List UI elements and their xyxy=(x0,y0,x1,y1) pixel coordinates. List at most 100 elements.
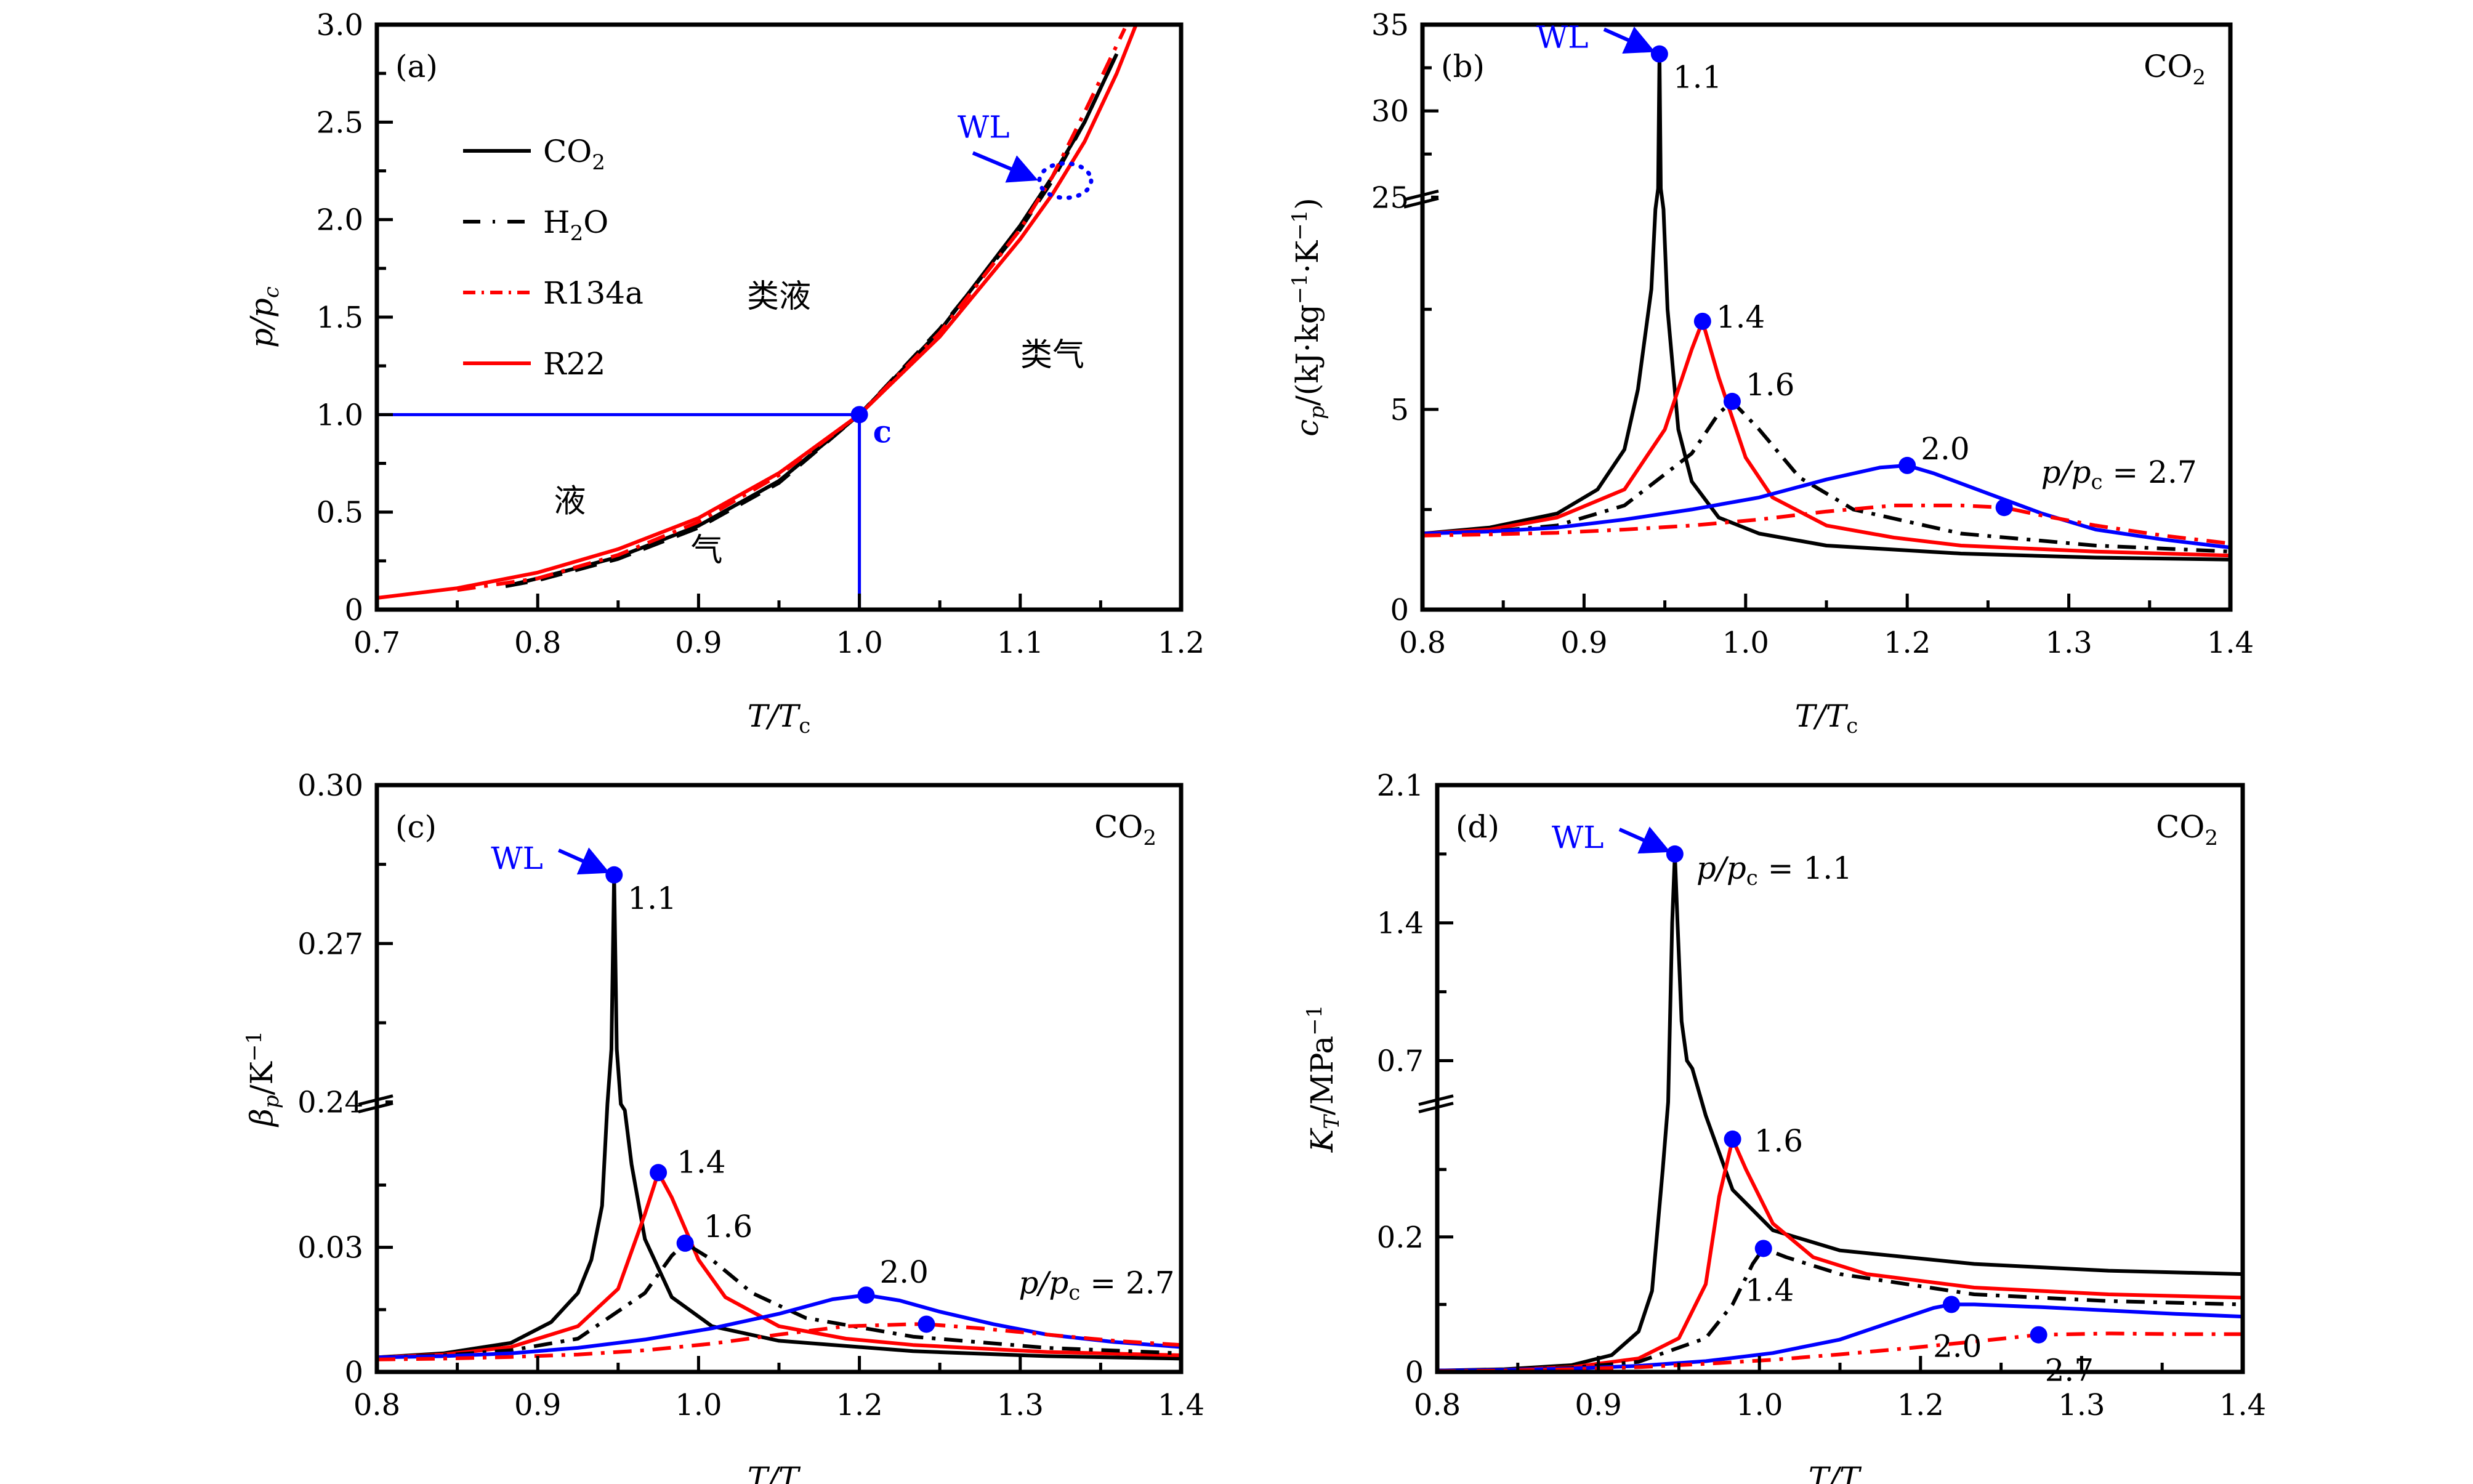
peak-label: 1.4 xyxy=(1745,1272,1794,1308)
y-axis-title-part: −1 xyxy=(1288,273,1312,304)
fluid-label-main: CO xyxy=(2156,809,2205,845)
x-tick-label: 1.0 xyxy=(675,1388,722,1422)
series-line-p-pc-2-0 xyxy=(1422,463,2230,550)
y-axis-title-part: /K xyxy=(244,1060,280,1095)
y-tick-label: 0 xyxy=(344,1355,363,1390)
panel-d-peak-markers: p/pc = 1.1 1.6 1.4 2.0 2.7 WL xyxy=(1552,820,2094,1389)
peak-label-p: p/p xyxy=(2041,454,2091,490)
panel-d-label: (d) xyxy=(1456,809,1499,845)
x-tick-label: 0.8 xyxy=(1399,626,1446,660)
panel-d-compressibility: 0.8 0.9 1.0 1.2 1.3 1.400.20.71.42.1 (d) CO2 … xyxy=(1302,768,2266,1484)
panel-a-phase-diagram: c 0.7 0.8 0.9 1.0 1.1 1.200.51.01.52.02.53.0 … xyxy=(244,8,1204,738)
legend-label-tail: O xyxy=(583,204,608,240)
x-axis-title-T: T/T xyxy=(748,1461,801,1484)
panel-d-y-axis-title: KT/MPa−1 xyxy=(1302,1005,1344,1153)
x-tick-label: 0.9 xyxy=(1560,626,1607,660)
x-axis-title-sub: c xyxy=(799,714,810,738)
y-axis-title-part: p xyxy=(259,1095,284,1108)
y-axis-title-part: K xyxy=(1304,1127,1340,1153)
fluid-label-sub: 2 xyxy=(1143,826,1156,850)
x-axis-title-T: T/T xyxy=(1795,698,1849,734)
y-axis-title-part: p xyxy=(1305,406,1329,419)
x-tick-label: 1.0 xyxy=(1722,626,1769,660)
peak-marker xyxy=(2030,1326,2047,1344)
legend-label-main: R134a xyxy=(543,275,643,311)
peak-label-sub: c xyxy=(1746,866,1758,890)
peak-label-value: = 1.1 xyxy=(1758,850,1852,886)
series-line-p-pc-1-1 xyxy=(1422,52,2230,562)
y-axis-title-part: ·K xyxy=(1289,240,1325,273)
series-line-p-pc-1-6 xyxy=(1437,1137,2243,1372)
series-line-p-pc-2-0 xyxy=(377,1293,1181,1360)
panel-b-x-axis-title: T/Tc xyxy=(1795,698,1858,738)
panel-a-critical-guides: c xyxy=(377,406,892,610)
wl-label: WL xyxy=(1536,20,1589,55)
y-axis-title-part: /(kJ·kg xyxy=(1289,304,1325,406)
peak-label: 1.1 xyxy=(627,881,677,916)
x-tick-label: 1.0 xyxy=(1736,1388,1783,1422)
peak-label: 2.7 xyxy=(2045,1353,2094,1389)
y-axis-title-part: −1 xyxy=(1302,1005,1327,1036)
y-tick-label: 25 xyxy=(1371,180,1409,215)
wl-label: WL xyxy=(1552,820,1604,855)
panel-c-fluid-label: CO2 xyxy=(1094,809,1156,850)
peak-label: p/pc = 2.7 xyxy=(1019,1265,1174,1305)
wl-arrow xyxy=(1618,826,1671,854)
series-line-p-pc-2-0 xyxy=(1437,1302,2243,1372)
series-line-p-pc-1-4 xyxy=(377,1171,1181,1360)
x-axis-title-sub: c xyxy=(1846,714,1858,738)
panel-a-x-axis-title: T/Tc xyxy=(748,698,811,738)
x-tick-label: 1.4 xyxy=(1158,1388,1204,1422)
y-axis-title-part: /MPa xyxy=(1304,1036,1340,1115)
y-tick-label: 0.5 xyxy=(317,496,363,530)
y-tick-label: 2.0 xyxy=(317,203,363,238)
peak-marker xyxy=(1754,1240,1772,1257)
y-tick-label: 1.0 xyxy=(317,398,363,432)
legend-entry-label: R22 xyxy=(543,346,605,382)
y-tick-label: 30 xyxy=(1371,94,1409,129)
y-axis-title-part: ) xyxy=(1289,198,1325,210)
panel-b-fluid-label: CO2 xyxy=(2144,49,2206,90)
y-tick-label: 3.0 xyxy=(317,8,363,42)
panel-a-y-axis-title: p/pc xyxy=(244,286,284,348)
wl-label: WL xyxy=(491,841,543,876)
y-tick-label: 0 xyxy=(344,593,363,627)
panel-c-y-axis-title: βp/K−1 xyxy=(242,1031,284,1127)
legend-entry-label: H2O xyxy=(543,204,608,246)
critical-point-label: c xyxy=(873,413,892,450)
panel-c-peak-markers: 1.1 1.4 1.6 2.0 p/pc = 2.7 WL xyxy=(491,841,1175,1333)
y-tick-label: 0.7 xyxy=(1377,1044,1424,1078)
x-tick-label: 1.0 xyxy=(836,626,882,660)
legend-entry-label: CO2 xyxy=(543,134,605,175)
region-label: 类液 xyxy=(747,278,811,315)
peak-label-p: p/p xyxy=(1696,850,1746,886)
fluid-label-main: CO xyxy=(2144,49,2192,84)
x-tick-label: 1.4 xyxy=(2207,626,2254,660)
panel-a-wl-annotation: WL xyxy=(958,109,1094,200)
x-tick-label: 0.9 xyxy=(514,1388,561,1422)
panel-a-frame xyxy=(374,22,1184,612)
peak-marker xyxy=(1666,845,1684,863)
x-tick-label: 0.8 xyxy=(353,1388,400,1422)
peak-marker xyxy=(1650,45,1668,63)
panel-b-curves xyxy=(1422,52,2230,562)
series-line-p-pc-2-7 xyxy=(1437,1331,2243,1372)
peak-marker xyxy=(1724,1130,1741,1148)
peak-label-value: = 2.7 xyxy=(2103,454,2197,490)
wl-arrow xyxy=(558,847,610,875)
y-tick-label: 0.2 xyxy=(1377,1220,1424,1255)
peak-marker xyxy=(605,866,623,884)
critical-point-marker xyxy=(850,406,868,424)
region-label: 液 xyxy=(554,483,586,520)
panel-c-x-axis-title: T/Tc xyxy=(748,1461,811,1484)
peak-marker xyxy=(1995,499,2013,517)
panel-c-ticks: 0.8 0.9 1.0 1.2 1.3 1.4 0 0.03 0.24 0.27 0.30 xyxy=(297,768,1204,1422)
peak-label: 1.4 xyxy=(677,1144,726,1180)
panel-b-ticks: 0.8 0.9 1.0 1.2 1.3 1.4 0 5 25 30 35 xyxy=(1371,8,2254,660)
y-tick-label: 2.5 xyxy=(317,105,363,140)
y-tick-label: 35 xyxy=(1371,8,1409,42)
x-axis-title-T: T/T xyxy=(748,698,801,734)
fluid-label-main: CO xyxy=(1094,809,1143,845)
series-line-p-pc-2-7 xyxy=(1422,503,2230,546)
y-axis-title-part: c xyxy=(259,286,284,298)
